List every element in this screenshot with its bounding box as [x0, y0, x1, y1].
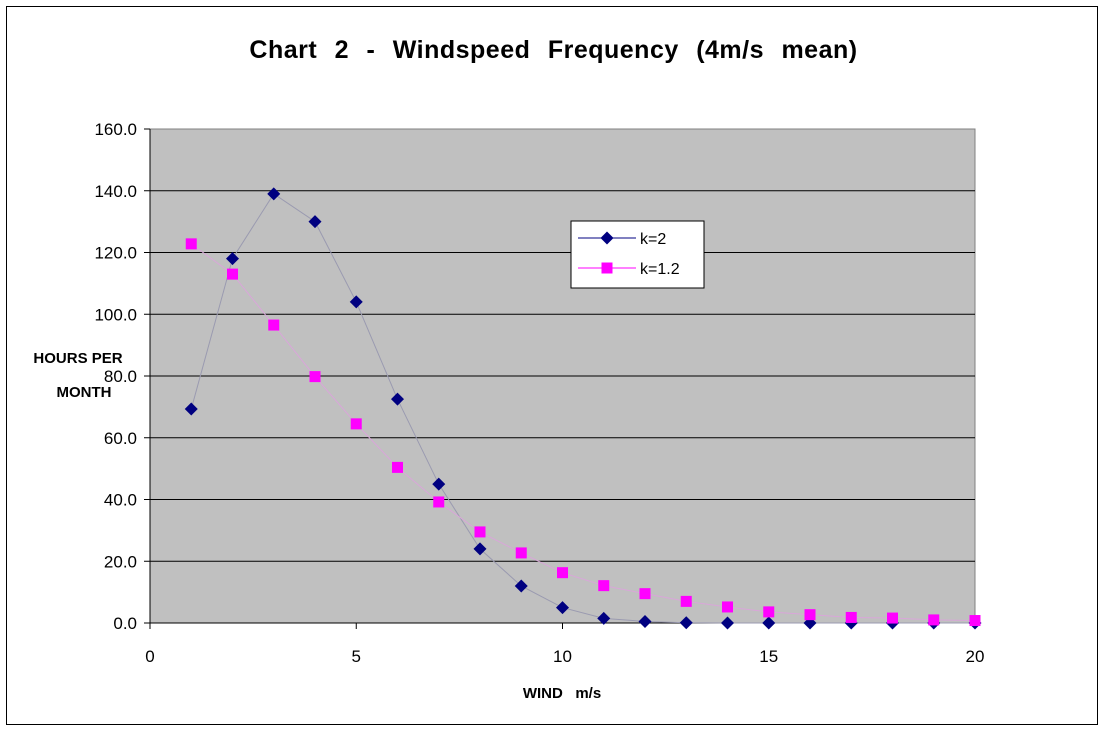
x-tick-label: 0 — [145, 647, 154, 666]
x-tick-label: 20 — [966, 647, 985, 666]
data-point — [598, 580, 610, 592]
data-point — [721, 616, 734, 630]
data-point — [928, 614, 940, 626]
data-point — [227, 268, 238, 280]
data-point — [763, 606, 775, 618]
x-tick-label: 10 — [553, 647, 572, 666]
data-point — [226, 252, 239, 266]
legend: k=2 k=1.2 — [570, 220, 705, 289]
x-tick-labels: 0 5 10 15 20 — [145, 623, 984, 666]
y-tick-label: 80.0 — [104, 367, 137, 386]
x-tick-label: 5 — [352, 647, 361, 666]
y-tick-label: 60.0 — [104, 429, 137, 448]
data-point — [679, 616, 693, 630]
data-point — [392, 461, 403, 473]
y-tick-label: 160.0 — [94, 120, 137, 139]
data-point — [845, 611, 857, 623]
series-2 — [185, 238, 981, 627]
data-point — [268, 319, 280, 331]
legend-marker — [600, 231, 614, 245]
y-axis-label-line2: MONTH — [57, 384, 112, 401]
legend-marker — [601, 262, 613, 274]
data-point — [391, 392, 404, 406]
data-point — [432, 477, 446, 491]
x-axis-label: WIND m/s — [523, 685, 601, 702]
gridlines — [150, 190, 975, 562]
data-point — [514, 579, 528, 593]
data-point — [185, 238, 197, 250]
y-tick-label: 20.0 — [104, 552, 137, 571]
data-series — [184, 187, 982, 630]
data-point — [887, 612, 898, 624]
legend-label: k=1.2 — [640, 261, 680, 278]
y-tick-label: 0.0 — [113, 614, 137, 633]
legend-label: k=2 — [640, 231, 666, 248]
data-point — [638, 614, 652, 628]
chart-title: Chart 2 - Windspeed Frequency (4m/s mean… — [249, 36, 858, 64]
data-point — [557, 567, 568, 579]
y-tick-label: 140.0 — [94, 182, 137, 201]
data-point — [474, 526, 486, 538]
data-point — [184, 402, 198, 416]
series-1 — [184, 187, 982, 630]
data-point — [308, 215, 322, 229]
y-axis-label-line1: HOURS PER — [33, 350, 122, 367]
y-tick-labels: 0.0 20.0 40.0 60.0 80.0 100.0 120.0 140.0 160.0 — [94, 120, 150, 633]
y-tick-label: 100.0 — [94, 305, 137, 324]
y-tick-label: 120.0 — [94, 244, 137, 263]
data-point — [556, 601, 569, 615]
x-tick-label: 15 — [759, 647, 778, 666]
data-point — [639, 588, 651, 600]
data-point — [969, 615, 981, 627]
legend-box — [570, 220, 705, 289]
data-point — [680, 595, 692, 607]
data-point — [722, 601, 733, 613]
data-point — [762, 616, 776, 630]
data-point — [350, 418, 362, 430]
data-point — [433, 496, 445, 508]
data-point — [515, 547, 527, 559]
data-point — [804, 609, 816, 621]
y-tick-label: 40.0 — [104, 491, 137, 510]
series-line — [190, 193, 975, 624]
data-point — [267, 187, 281, 201]
data-point — [597, 611, 611, 625]
series-line — [190, 243, 976, 622]
data-point — [309, 371, 321, 383]
data-point — [473, 542, 487, 556]
data-point — [349, 295, 363, 309]
